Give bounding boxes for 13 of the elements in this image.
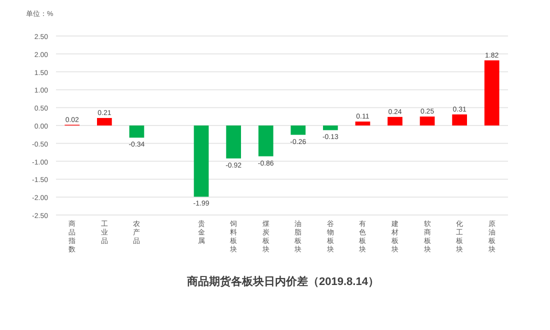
bar <box>290 126 306 135</box>
bar <box>452 114 467 126</box>
bar <box>226 126 241 158</box>
bar <box>258 126 274 156</box>
text: 商品期货各板块日内价差（2019.8.14） <box>186 275 379 288</box>
bar <box>484 60 500 126</box>
bar <box>97 118 112 126</box>
bar <box>194 126 209 197</box>
bar <box>129 126 144 138</box>
bar <box>420 116 435 126</box>
bar <box>323 126 338 130</box>
bar <box>388 116 402 126</box>
bar <box>355 122 370 126</box>
